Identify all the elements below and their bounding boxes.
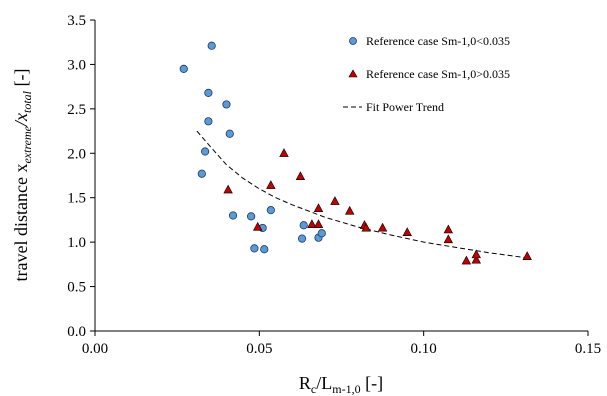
data-point-circle [250,244,259,253]
data-point-circle [204,117,213,126]
data-point-triangle [266,180,276,189]
x-axis-title: Rc/Lm-1,0 [-] [299,373,383,396]
legend-item-series-2: Reference case Sm-1,0>0.035 [348,67,510,81]
x-tick-label: 0.10 [411,341,437,357]
legend-item-series-1: Reference case Sm-1,0<0.035 [349,34,510,48]
trend-layer [196,130,529,259]
data-point-circle [179,64,188,73]
data-point-triangle [313,203,324,212]
y-axis-title: travel distance xextreme/xtotal [-] [11,69,34,282]
legend-circle-marker [349,37,357,45]
data-point-triangle [443,224,454,234]
data-point-triangle [223,184,233,194]
data-point-circle [197,169,206,178]
data-point-triangle [443,234,454,244]
legend-label-series-2: Reference case Sm-1,0>0.035 [366,67,510,81]
data-point-circle [204,88,213,97]
data-point-triangle [361,222,371,232]
x-tick-label: 0.05 [246,341,272,357]
y-tick-label: 1.0 [67,235,86,251]
legend: Reference case Sm-1,0<0.035 Reference ca… [343,34,510,114]
data-point-triangle [402,227,412,236]
y-axis-ticks: 0.0 0.5 1.0 1.5 2.0 2.5 3.0 3.5 [67,13,95,340]
data-point-circle [247,212,256,221]
data-point-circle [297,234,307,243]
x-tick-label: 0.15 [575,341,601,357]
legend-triangle-marker [348,69,358,78]
data-point-triangle [279,148,289,157]
y-tick-label: 3.0 [67,57,86,73]
data-point-circle [225,129,234,138]
data-point-triangle [307,219,317,228]
legend-item-fit: Fit Power Trend [343,100,444,114]
plot-area [94,20,588,332]
data-point-circle [299,221,308,230]
point-layer [179,41,532,265]
y-tick-label: 0.5 [67,280,86,296]
y-tick-label: 1.5 [67,191,86,207]
data-point-triangle [471,249,481,259]
y-tick-label: 2.5 [67,102,86,118]
data-point-triangle [313,219,324,228]
fit-power-trend-line [196,130,529,259]
data-point-triangle [295,171,306,180]
data-point-circle [201,147,210,156]
data-point-circle [222,100,231,109]
data-point-triangle [522,251,532,260]
data-point-circle [317,229,326,238]
x-tick-label: 0.00 [82,341,108,357]
y-tick-label: 2.0 [67,146,86,162]
data-point-circle [260,245,269,254]
legend-label-series-1: Reference case Sm-1,0<0.035 [366,34,510,48]
x-axis-ticks: 0.00 0.05 0.10 0.15 [82,331,601,357]
data-point-triangle [471,254,481,264]
data-point-triangle [461,255,472,265]
data-point-triangle [345,205,355,215]
legend-label-fit: Fit Power Trend [366,100,444,114]
data-point-triangle [330,196,340,205]
data-point-circle [266,206,275,215]
data-point-circle [207,41,216,50]
y-tick-label: 3.5 [67,13,86,29]
data-point-triangle [252,221,263,231]
data-point-circle [228,211,238,220]
data-point-triangle [377,222,388,232]
y-tick-label: 0.0 [67,324,86,340]
